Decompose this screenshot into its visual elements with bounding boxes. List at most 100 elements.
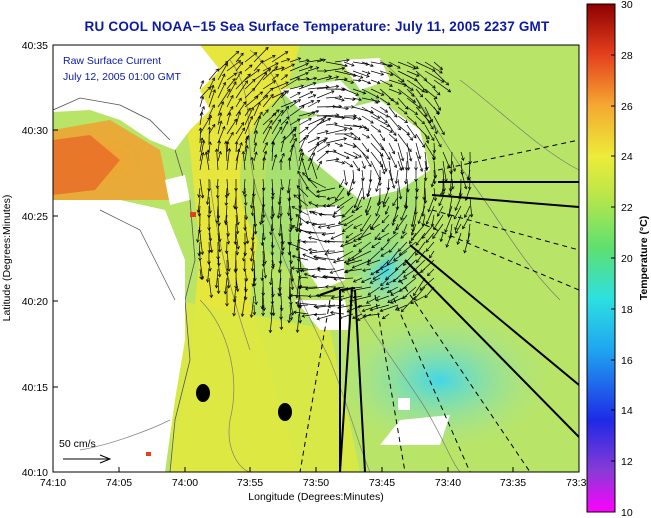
current-vector-head (389, 63, 394, 68)
current-vector-head (369, 280, 374, 284)
current-vector (393, 223, 399, 235)
current-vector-head (316, 136, 321, 141)
current-vector-head (444, 229, 448, 233)
current-vector-head (269, 87, 274, 92)
current-vector-head (311, 274, 316, 279)
current-vector (226, 51, 239, 63)
current-vector-head (438, 143, 442, 148)
current-vector (338, 214, 354, 225)
current-vector-head (361, 308, 366, 313)
current-vector (226, 72, 237, 81)
current-vector-head (364, 209, 369, 214)
current-vector-head (362, 268, 366, 273)
current-vector-head (290, 266, 295, 270)
current-vector (295, 302, 318, 306)
current-vector-head (313, 312, 318, 317)
current-vector-head (381, 315, 386, 320)
current-vector-head (315, 109, 320, 114)
current-vector (251, 250, 255, 272)
current-vector (367, 178, 372, 197)
current-vector (271, 67, 285, 72)
current-vector-head (455, 230, 459, 234)
current-vector (199, 232, 203, 255)
current-vector (235, 122, 244, 135)
current-vector-head (440, 79, 445, 83)
current-vector-head (417, 105, 421, 109)
current-vector-head (272, 80, 277, 84)
x-tick-label: 73:55 (237, 477, 263, 489)
current-vector-head (300, 157, 305, 162)
current-vector-head (239, 141, 243, 146)
current-vector (379, 79, 393, 87)
current-vector-head (427, 208, 431, 213)
current-vector-head (441, 131, 445, 136)
y-tick-label: 40:30 (22, 125, 48, 137)
current-vector-head (263, 275, 268, 279)
current-vector (397, 133, 412, 152)
current-vector (375, 205, 381, 217)
current-vector-head (365, 127, 370, 132)
current-vector-head (453, 215, 458, 220)
current-vector-head (218, 150, 222, 155)
current-vector-head (404, 167, 409, 171)
current-vector (298, 126, 309, 135)
current-vector-head (338, 315, 343, 320)
current-vector (217, 277, 219, 294)
current-vector-head (242, 101, 247, 105)
current-vector-head (243, 194, 248, 198)
current-vector-head (350, 131, 354, 136)
current-vector-head (462, 225, 466, 230)
current-vector (406, 178, 409, 192)
current-vector (352, 70, 370, 78)
current-vector-head (454, 207, 458, 211)
current-vector-head (311, 222, 315, 227)
colorbar-tick: 22 (621, 202, 633, 214)
current-vector-head (393, 114, 398, 118)
current-vector (345, 286, 363, 290)
current-vector (379, 160, 385, 174)
current-vector-head (368, 163, 372, 168)
current-vector (388, 79, 407, 87)
colorbar-tick: 28 (621, 50, 633, 62)
current-vector (253, 60, 264, 72)
current-vector-head (197, 194, 201, 198)
current-vector (244, 64, 253, 72)
current-vector-head (207, 188, 211, 192)
current-vector-head (377, 129, 382, 133)
current-vector (305, 187, 318, 198)
current-vector-head (402, 230, 406, 235)
current-vector-head (224, 194, 229, 199)
current-vector-head (375, 212, 379, 217)
current-vector-head (290, 286, 295, 291)
current-vector-head (345, 261, 350, 266)
current-vector-head (421, 222, 426, 227)
current-vector-head (242, 258, 246, 262)
current-vector-head (439, 70, 443, 74)
current-vector-head (199, 111, 204, 116)
current-vector-head (338, 95, 343, 99)
current-vector-head (362, 165, 366, 170)
current-vector (217, 63, 228, 81)
current-vector (244, 116, 253, 135)
current-vector-head (245, 240, 250, 245)
current-vector (253, 115, 261, 135)
current-vector (433, 106, 439, 115)
current-vector (424, 142, 436, 160)
current-vector-head (268, 125, 272, 130)
current-vector-head (352, 315, 356, 319)
current-vector (361, 160, 366, 169)
current-vector-head (215, 219, 219, 224)
current-vector-head (297, 118, 301, 122)
current-vector-head (201, 105, 205, 110)
current-vector-head (432, 156, 436, 160)
current-vector (345, 268, 363, 273)
current-vector (287, 178, 291, 194)
current-vector (262, 196, 265, 218)
current-vector (415, 61, 436, 72)
current-vector-head (330, 236, 335, 240)
current-vector (377, 196, 381, 206)
current-vector-head (397, 126, 401, 131)
current-vector (371, 223, 381, 230)
current-vector (448, 205, 453, 217)
current-vector-head (419, 168, 424, 172)
